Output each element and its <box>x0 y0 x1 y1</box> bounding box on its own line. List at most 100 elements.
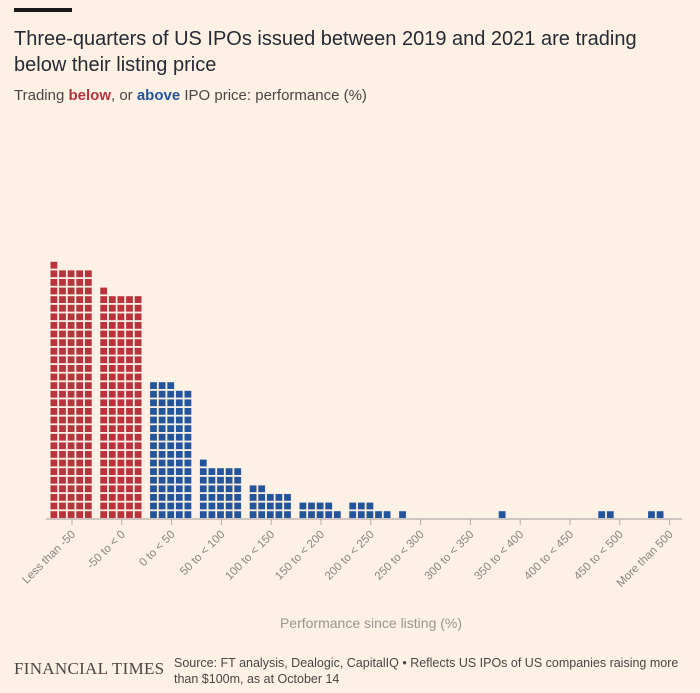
ipo-square <box>67 511 75 518</box>
ipo-square <box>199 468 207 475</box>
subtitle-pre: Trading <box>14 87 69 104</box>
ipo-square <box>100 451 108 458</box>
ipo-square <box>208 494 216 501</box>
ipo-square <box>117 347 125 355</box>
ipo-square <box>76 356 84 364</box>
ipo-square <box>357 511 365 518</box>
ipo-square <box>217 494 224 501</box>
ipo-square <box>84 408 92 415</box>
ipo-square <box>656 511 664 518</box>
ipo-square <box>67 287 75 295</box>
x-tick-label: 50 to < 100 <box>178 529 227 578</box>
ipo-square <box>117 356 125 364</box>
ipo-square <box>199 459 207 467</box>
ipo-square <box>117 433 125 441</box>
ipo-square <box>84 373 92 381</box>
x-tick-label: 250 to < 300 <box>373 529 427 583</box>
ipo-square <box>100 442 108 450</box>
ipo-square <box>108 511 116 518</box>
ipo-square <box>76 408 84 415</box>
ipo-square <box>134 322 142 329</box>
ipo-square <box>299 511 307 518</box>
ipo-square <box>50 261 58 269</box>
ipo-square <box>225 485 233 493</box>
ipo-square <box>126 485 133 493</box>
ipo-square <box>284 511 291 518</box>
ipo-square <box>59 442 66 450</box>
x-axis-ticks <box>71 519 671 525</box>
ipo-square <box>134 425 142 432</box>
ipo-square <box>150 416 157 424</box>
top-rule <box>14 8 72 12</box>
ipo-square <box>50 451 58 458</box>
ipo-square <box>108 433 116 441</box>
ipo-square <box>134 451 142 458</box>
ipo-square <box>134 347 142 355</box>
ipo-square <box>67 408 75 415</box>
ipo-square <box>50 399 58 407</box>
ipo-square <box>100 322 108 329</box>
ipo-square <box>67 468 75 475</box>
ipo-square <box>50 511 58 518</box>
ipo-square <box>158 451 166 458</box>
ipo-square <box>108 356 116 364</box>
ipo-square <box>67 382 75 389</box>
ipo-square <box>117 313 125 321</box>
ipo-square <box>59 339 66 346</box>
ipo-square <box>117 373 125 381</box>
ipo-square <box>134 373 142 381</box>
ipo-square <box>108 330 116 338</box>
ipo-square <box>217 468 224 475</box>
ipo-square <box>208 468 216 475</box>
ipo-square <box>76 502 84 510</box>
ipo-square <box>59 485 66 493</box>
ipo-square <box>50 330 58 338</box>
ipo-square <box>175 399 183 407</box>
ipo-square <box>100 382 108 389</box>
ipo-square <box>50 356 58 364</box>
ipo-square <box>100 296 108 303</box>
ipo-square <box>150 459 157 467</box>
ipo-square <box>184 390 192 398</box>
ipo-square <box>217 511 224 518</box>
ipo-square <box>175 485 183 493</box>
ipo-square <box>299 502 307 510</box>
ipo-square <box>126 382 133 389</box>
x-tick-label: 450 to < 500 <box>572 529 626 583</box>
ipo-square <box>108 399 116 407</box>
ipo-square <box>84 468 92 475</box>
ipo-square <box>50 390 58 398</box>
ipo-square <box>134 365 142 372</box>
ipo-square <box>59 270 66 278</box>
ipo-square <box>108 390 116 398</box>
ipo-square <box>134 339 142 346</box>
ipo-square <box>84 330 92 338</box>
ipo-square <box>59 408 66 415</box>
ipo-square <box>50 313 58 321</box>
ipo-square <box>108 373 116 381</box>
ipo-square <box>134 356 142 364</box>
ipo-square <box>76 279 84 286</box>
ipo-square <box>117 476 125 484</box>
ipo-square <box>50 442 58 450</box>
ipo-square <box>108 451 116 458</box>
ipo-square <box>84 433 92 441</box>
ipo-square <box>598 511 606 518</box>
ipo-square <box>199 511 207 518</box>
ipo-square <box>50 382 58 389</box>
ipo-square <box>275 502 283 510</box>
ipo-square <box>117 468 125 475</box>
ipo-square <box>67 365 75 372</box>
ipo-square <box>117 451 125 458</box>
ipo-square <box>67 339 75 346</box>
ipo-square <box>59 365 66 372</box>
ipo-square <box>59 399 66 407</box>
ipo-square <box>59 279 66 286</box>
ipo-square <box>59 347 66 355</box>
ipo-square <box>126 304 133 312</box>
ipo-square <box>325 511 333 518</box>
ipo-square <box>108 502 116 510</box>
ipo-square <box>76 433 84 441</box>
ipo-square <box>126 511 133 518</box>
ipo-square <box>59 425 66 432</box>
